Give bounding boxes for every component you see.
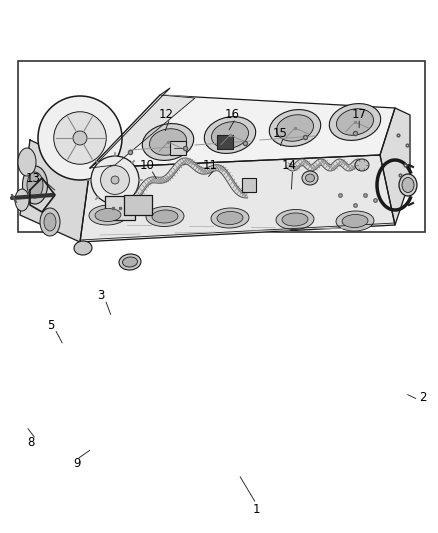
Text: 1: 1 [252,503,260,515]
Ellipse shape [305,174,314,182]
Polygon shape [90,95,195,168]
Ellipse shape [269,110,321,147]
Text: 2: 2 [419,391,427,403]
Text: 9: 9 [73,457,81,470]
Ellipse shape [211,208,249,228]
Ellipse shape [282,213,308,226]
Text: 8: 8 [27,436,34,449]
Ellipse shape [22,166,47,204]
Ellipse shape [73,131,87,145]
Ellipse shape [40,208,60,236]
Ellipse shape [95,208,121,222]
Ellipse shape [101,166,129,195]
Ellipse shape [342,214,368,228]
Polygon shape [80,155,395,242]
Ellipse shape [402,177,414,192]
Ellipse shape [146,206,184,227]
Text: 3: 3 [97,289,104,302]
Ellipse shape [336,109,374,135]
Ellipse shape [18,148,36,176]
Ellipse shape [74,241,92,255]
Text: 14: 14 [282,159,297,172]
Bar [105,196,135,220]
Ellipse shape [38,96,122,180]
Text: 12: 12 [159,108,174,121]
Ellipse shape [355,159,369,171]
Ellipse shape [276,209,314,230]
Ellipse shape [276,115,314,141]
Ellipse shape [44,213,56,231]
Text: 5: 5 [47,319,54,332]
Bar [217,135,233,149]
Polygon shape [380,108,410,225]
Ellipse shape [142,124,194,160]
Bar [124,195,152,215]
Ellipse shape [15,189,29,211]
Ellipse shape [119,254,141,270]
Ellipse shape [212,122,248,148]
Bar [242,178,256,192]
Text: 13: 13 [25,172,40,185]
Ellipse shape [54,112,106,164]
Bar [170,141,186,155]
Text: 16: 16 [225,108,240,121]
Ellipse shape [123,257,138,267]
Text: 17: 17 [352,108,367,121]
Ellipse shape [149,129,187,155]
Ellipse shape [27,172,43,198]
Ellipse shape [204,117,256,154]
Bar [18,61,425,232]
Ellipse shape [152,210,178,223]
Ellipse shape [336,211,374,231]
Ellipse shape [217,212,243,224]
Text: 11: 11 [203,159,218,172]
Ellipse shape [399,174,417,196]
Ellipse shape [89,205,127,225]
Ellipse shape [302,171,318,185]
Ellipse shape [91,156,139,204]
Text: 15: 15 [273,127,288,140]
Polygon shape [90,88,170,168]
Text: 10: 10 [139,159,154,172]
Polygon shape [20,140,90,242]
Ellipse shape [111,176,119,184]
Ellipse shape [329,103,381,140]
Polygon shape [90,95,395,168]
